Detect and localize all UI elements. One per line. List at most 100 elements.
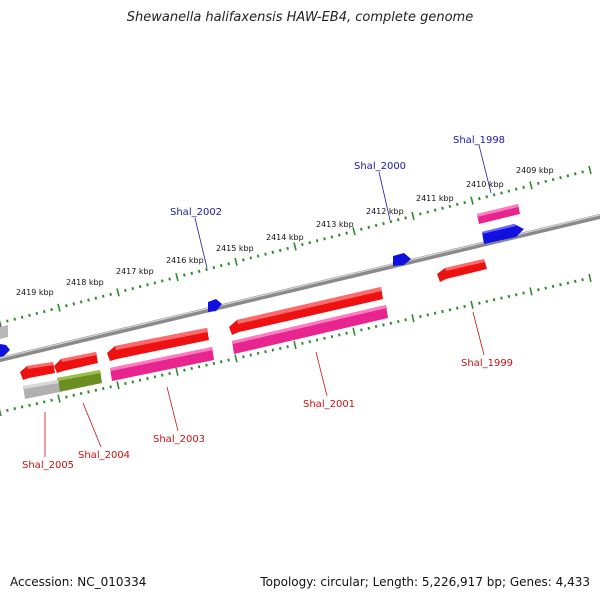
forward-tick [581,170,584,174]
genome-summary: Topology: circular; Length: 5,226,917 bp… [260,575,590,589]
reverse-tick [197,365,201,369]
leader-shal-1998 [478,144,492,194]
forward-tick [485,195,489,199]
forward-tick [131,286,135,291]
gene-label-shal-1998[interactable]: Shal_1998 [453,135,505,146]
forward-tick [94,296,98,300]
cds-shal-2002[interactable] [208,299,222,312]
kbp-label-2419: 2419 kbp [16,288,54,297]
forward-tick [522,185,525,189]
forward-tick [492,193,496,197]
gene-label-shal-2000[interactable]: Shal_2000 [354,161,406,172]
reverse-tick [573,279,577,283]
reverse-tick [426,313,430,317]
forward-tick [138,285,142,289]
kbp-label-2414: 2414 kbp [266,233,304,242]
kbp-label-2416: 2416 kbp [166,256,204,265]
forward-tick [286,246,289,251]
forward-tick [175,273,179,282]
kbp-label-2415: 2415 kbp [216,244,254,253]
reverse-tick-track [0,273,592,417]
reverse-tick [79,391,83,396]
reverse-tick [160,373,164,377]
forward-tick [72,302,76,306]
gene-label-shal-2003[interactable]: Shal_2003 [153,434,205,445]
forward-tick [13,317,17,321]
reverse-tick [448,308,452,312]
forward-tick [219,264,223,268]
reverse-tick [116,381,120,390]
cds-shal-2001-red-top [237,287,382,324]
forward-tick [448,204,452,208]
reverse-tick [389,321,393,325]
leader-shal-1999 [472,311,485,356]
forward-tick [87,298,90,302]
reverse-tick [278,346,282,350]
cds-shal-2003-pink[interactable] [110,347,214,381]
reverse-tick [337,333,341,337]
reverse-tick [588,273,592,283]
kbp-label-2417: 2417 kbp [116,267,154,276]
reverse-tick [419,314,422,319]
cds-shal-2004-green[interactable] [57,370,102,392]
gene-labels: Shal_2002 Shal_2000 Shal_1998 Shal_2005 … [22,135,513,471]
forward-tick [544,179,548,184]
kbp-label-2413: 2413 kbp [316,220,354,229]
forward-tick [249,256,253,260]
forward-tick [308,241,312,245]
reverse-tick [124,381,127,386]
reverse-tick [441,309,444,314]
forward-tick [160,279,164,283]
reverse-tick [183,368,186,372]
reverse-tick [551,284,555,288]
reverse-tick [190,366,194,371]
forward-tick [205,267,208,272]
gene-label-shal-2002[interactable]: Shal_2002 [170,207,222,218]
kbp-labels: 2419 kbp 2418 kbp 2417 kbp 2416 kbp 2415… [16,166,554,297]
cds-shal-2003-red-top [115,328,208,350]
cds-shal-2004-red[interactable] [54,352,98,373]
cds-shal-1999[interactable] [437,259,487,282]
forward-tick [566,174,570,178]
cds-shal-2005-gray-top [23,380,59,389]
forward-tick [264,252,267,256]
gene-label-shal-2005[interactable]: Shal_2005 [22,460,74,471]
reverse-tick [212,361,216,366]
reverse-tick [50,398,53,402]
cds-shal-2001-pink[interactable] [232,305,388,354]
forward-tick [234,257,238,266]
forward-tick [101,294,105,298]
leader-shal-2003 [166,386,179,432]
forward-tick [212,265,216,270]
reverse-tick [94,388,98,392]
forward-tick [345,231,348,235]
gene-label-shal-2001[interactable]: Shal_2001 [303,399,355,410]
forward-tick [500,191,503,195]
gene-label-shal-1999[interactable]: Shal_1999 [461,358,513,369]
reverse-tick [87,390,90,394]
reverse-tick [293,340,297,350]
accession-label: Accession: NC_010334 [10,575,147,589]
reverse-tick [6,408,9,412]
forward-tick-track [0,165,592,328]
cds-shal-1998-blue[interactable] [482,224,524,244]
forward-tick [463,200,466,205]
cds-gray-left[interactable] [0,325,8,339]
reverse-tick [507,294,511,299]
reverse-tick [264,350,267,354]
gene-label-shal-2004[interactable]: Shal_2004 [78,450,130,461]
reverse-tick [514,293,518,297]
cds-blue-left[interactable] [0,344,10,357]
forward-tick [153,281,157,285]
reverse-tick [463,304,466,309]
cds-shal-2000[interactable] [393,253,411,266]
reverse-tick [367,326,371,330]
forward-tick [315,239,319,243]
forward-tick [116,288,120,297]
cds-shal-1999-top [445,259,485,271]
forward-tick [124,288,127,293]
reverse-tick [131,380,135,384]
reverse-tick [411,314,415,323]
